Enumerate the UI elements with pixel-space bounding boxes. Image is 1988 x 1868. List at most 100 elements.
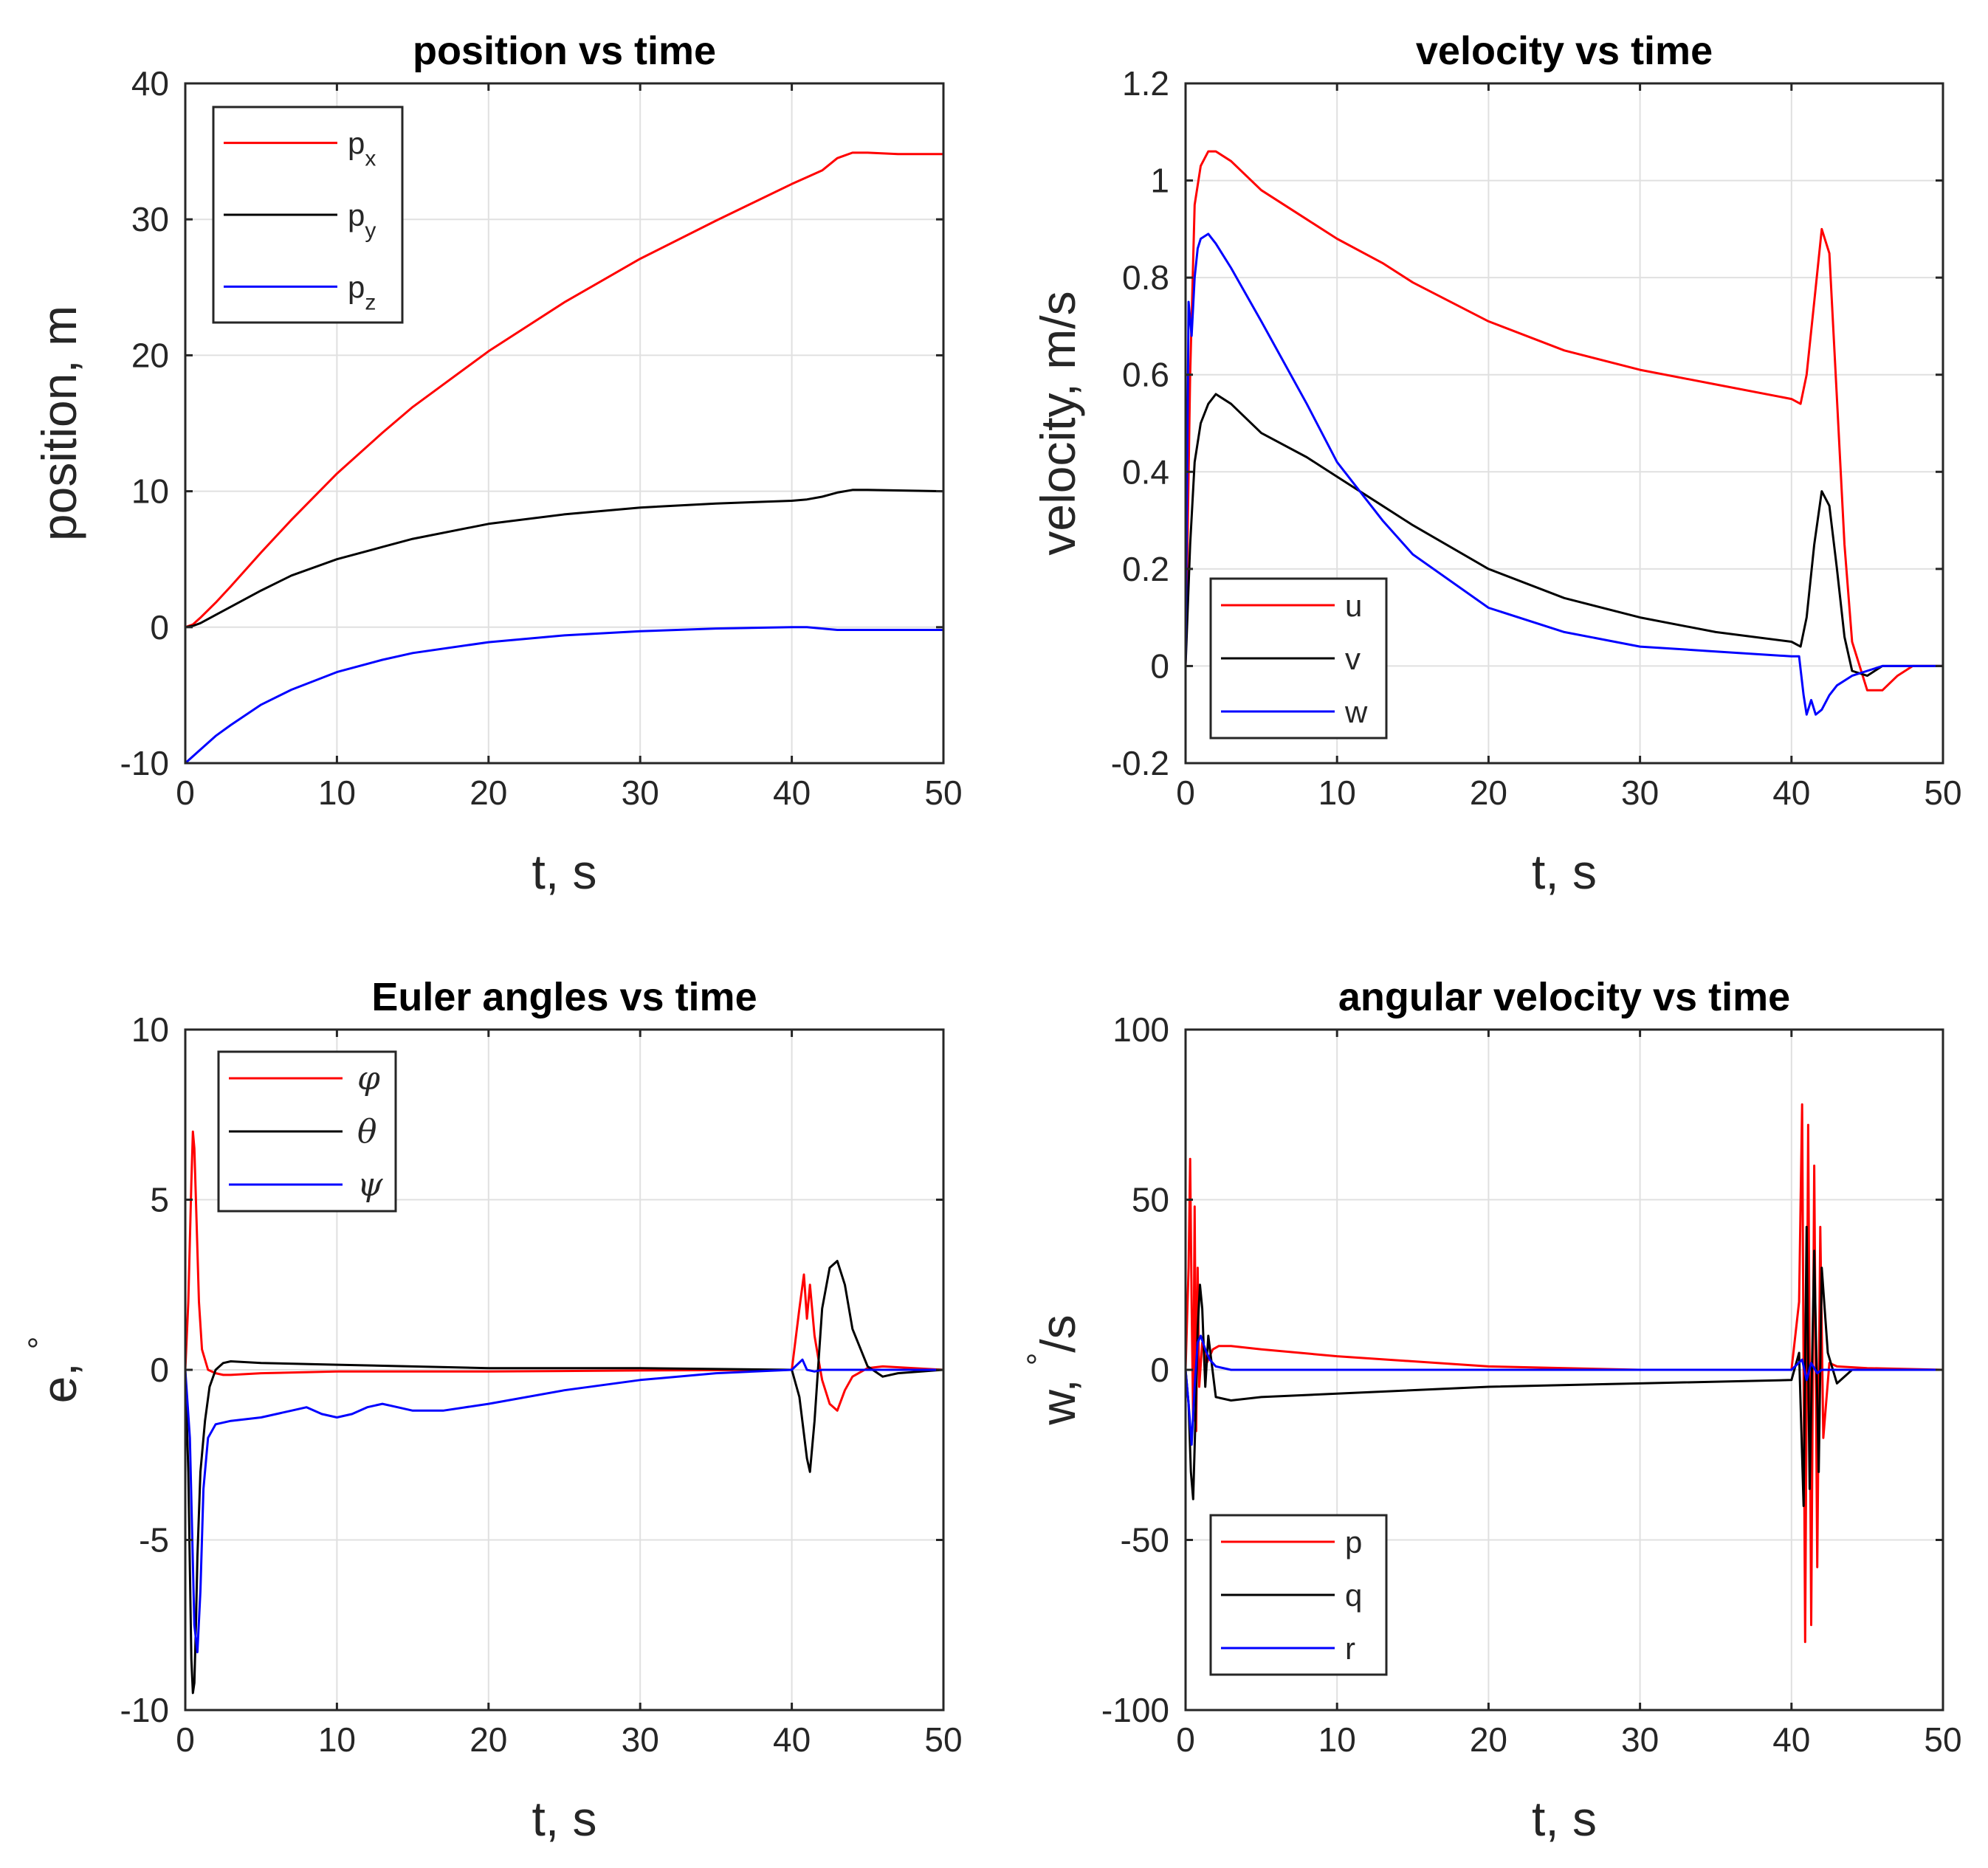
legend-label: r [1345,1631,1355,1666]
y-tick-label: -5 [139,1521,169,1559]
y-axis-label-main: position, m [32,306,86,541]
x-tick-label: 0 [1176,773,1195,812]
y-axis-label-main: w, [1031,1379,1085,1425]
y-tick-label: 30 [131,200,169,238]
series-group [185,151,943,763]
y-tick-label: 40 [131,64,169,103]
chart-title: angular velocity vs time [1338,975,1790,1019]
chart-euler: 0 10 20 30 40 50 -10 -5 0 5 10 Euler angles vs time… [22,975,963,1846]
chart-angular: 0 10 20 30 40 50 -100 -50 0 50 100 angular velocity… [1021,975,1962,1846]
x-tick-label: 40 [1772,773,1810,812]
y-tick-label: 0.4 [1122,452,1169,491]
y-tick-label: 0.6 [1122,356,1169,394]
x-tick-label: 20 [470,1720,507,1759]
x-tick-label: 40 [773,773,811,812]
legend-label: θ [357,1113,377,1151]
y-tick-label: 50 [1132,1181,1169,1219]
chart-velocity: 0 10 20 30 40 50-0.200.20.40.60.811.2velocity… [1031,29,1962,899]
legend-entry-v: v [1221,641,1361,676]
x-tick-label: 50 [924,1720,962,1759]
y-axis-label: e, ° [22,1337,86,1404]
y-tick-label: -50 [1121,1521,1169,1559]
series-group [1186,150,1943,716]
series-line-r [1186,1334,1943,1446]
y-axis-label-main: velocity, m/s [1031,291,1085,555]
legend-label: pz [348,269,376,314]
series-line-phi [185,1130,943,1412]
legend-label: w [1344,695,1368,729]
legend-label: q [1345,1578,1362,1613]
legend-entry-pz: pz [224,269,376,314]
y-axis-label: w, °/s [1021,1314,1085,1425]
y-tick-label: 10 [131,1010,169,1049]
legend-label: u [1345,588,1362,623]
x-tick-label: 30 [622,773,659,812]
legend-entry-u: u [1221,588,1362,623]
legend-label-text: w [1344,695,1368,729]
x-tick-label: 20 [470,773,507,812]
legend-label-text: u [1345,588,1362,623]
legend-entry-py: py [224,198,376,243]
x-tick-label: 30 [1621,1720,1659,1759]
x-tick-label: 0 [1176,1720,1195,1759]
y-axis-label-main: e, [32,1362,86,1403]
series-line-theta [185,1260,943,1695]
x-tick-label: 50 [1924,773,1961,812]
legend: uvw [1209,577,1388,740]
legend-label-text: q [1345,1578,1362,1613]
legend-entry-w: w [1221,695,1368,729]
legend-entry-theta: θ [229,1113,377,1151]
y-tick-label: 0.2 [1122,550,1169,588]
y-tick-label: 0 [150,608,169,647]
x-tick-label: 30 [622,1720,659,1759]
y-axis-label: position, m [32,306,86,541]
series-group [185,1130,943,1695]
series-line-pz [185,626,943,763]
series-line-p [1186,1103,1943,1644]
legend-entry-p: p [1221,1525,1362,1559]
y-tick-label: -10 [120,744,169,782]
y-axis-label: velocity, m/s [1031,291,1085,555]
chart-title: Euler angles vs time [371,975,757,1019]
y-tick-label: 10 [131,472,169,511]
y-tick-label: 0 [1150,1351,1169,1389]
y-tick-label: 1.2 [1122,64,1169,103]
x-tick-label: 20 [1470,773,1507,812]
y-tick-label: -0.2 [1111,744,1169,782]
y-tick-label: 1 [1150,162,1169,200]
series-line-v [1186,393,1943,678]
legend-label-text: p [1345,1525,1362,1559]
y-tick-label: 0.8 [1122,258,1169,297]
legend-label-text: p [348,126,365,161]
x-tick-label: 10 [1318,773,1356,812]
x-axis-label: t, s [1532,844,1597,899]
y-tick-label: 0 [1150,647,1169,685]
y-tick-label: -10 [120,1691,169,1729]
legend-label-subscript: z [365,290,376,314]
legend-label: px [348,126,376,171]
x-tick-label: 50 [1924,1720,1961,1759]
legend: φθψ [217,1050,397,1213]
series-line-py [185,489,943,629]
legend: pqr [1209,1514,1388,1676]
y-tick-label: 20 [131,336,169,374]
x-tick-label: 20 [1470,1720,1507,1759]
series-line-w [1186,232,1943,716]
x-axis-label: t, s [1532,1791,1597,1846]
y-axis-label-unit: /s [1031,1314,1085,1352]
legend-label-text: r [1345,1631,1355,1666]
legend-label: ψ [357,1166,383,1204]
legend-entry-r: r [1221,1631,1355,1666]
legend-label-subscript: x [365,147,376,171]
legend-label-text: p [348,198,365,232]
y-tick-label: 5 [150,1181,169,1219]
series-line-px [185,151,943,629]
legend-entry-phi: φ [229,1060,380,1097]
legend-label-text: v [1345,641,1361,676]
y-tick-label: 100 [1112,1010,1169,1049]
series-group [1186,1103,1943,1644]
chart-title: velocity vs time [1416,29,1713,73]
legend-label-text: p [348,269,365,304]
legend-entry-psi: ψ [229,1166,383,1204]
